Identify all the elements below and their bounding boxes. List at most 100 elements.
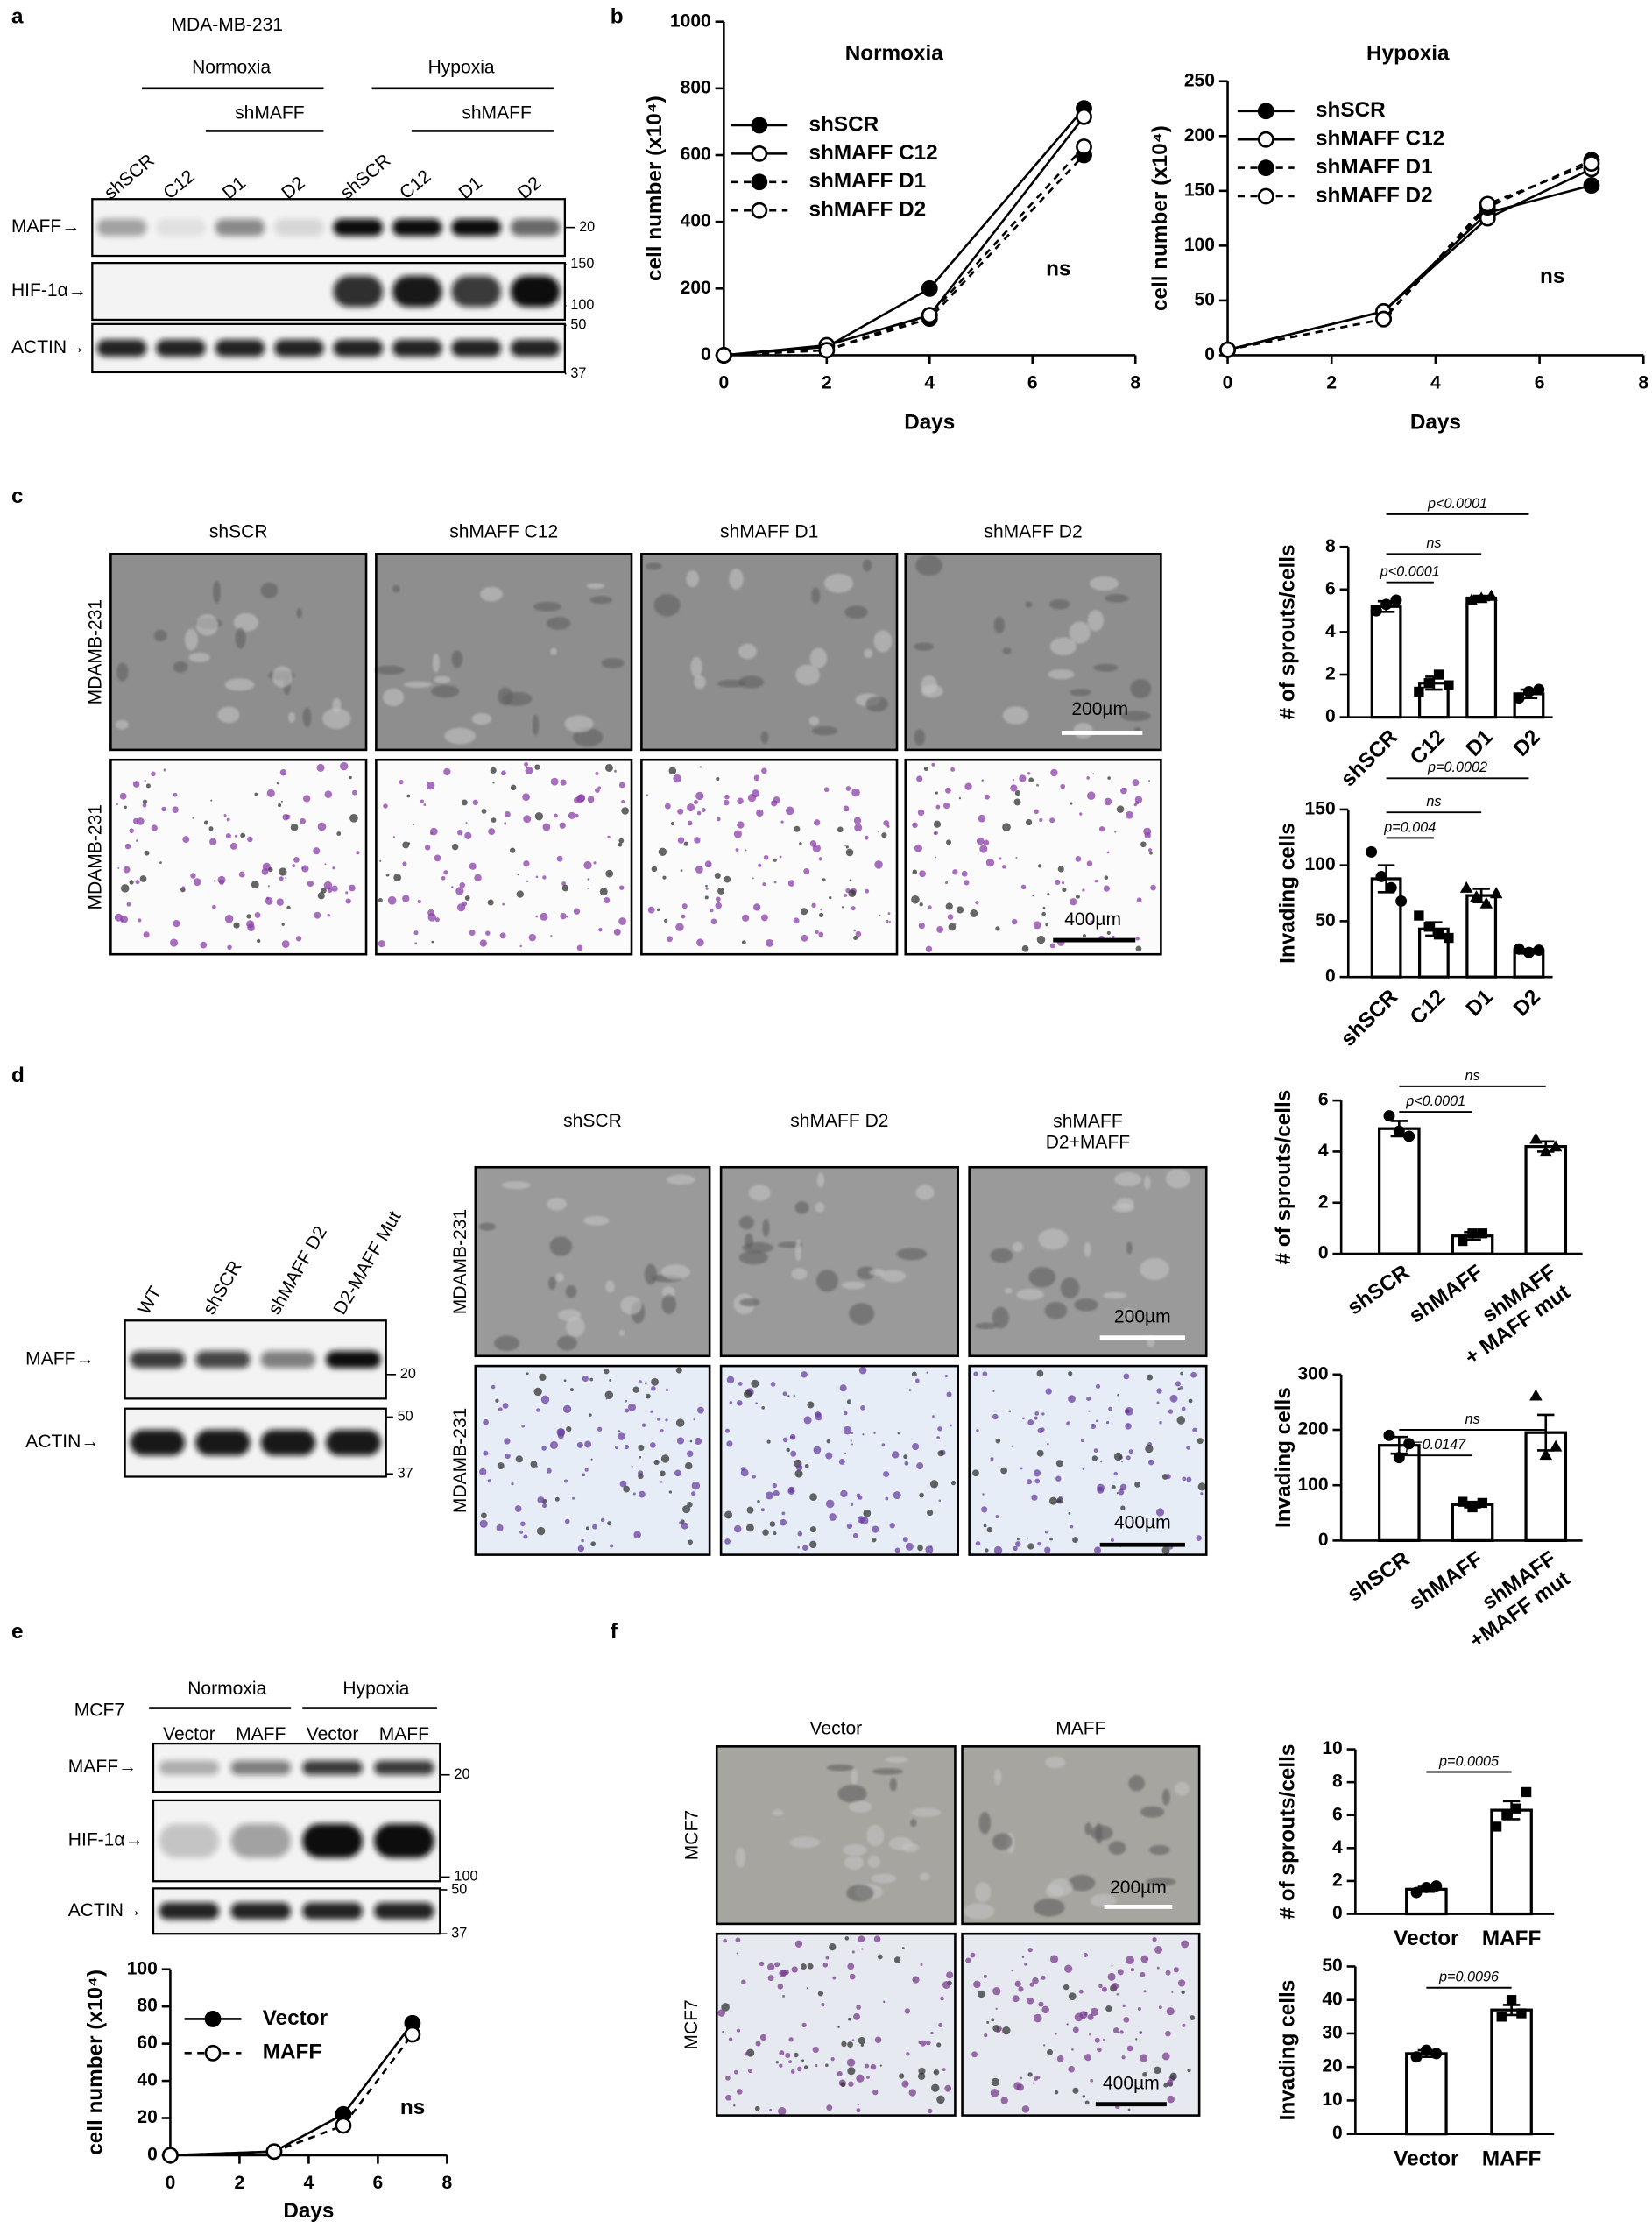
stained-cell bbox=[936, 926, 944, 933]
panel-label: b bbox=[611, 4, 624, 28]
cell-shape bbox=[451, 650, 462, 668]
data-point bbox=[1385, 881, 1397, 894]
micrograph bbox=[640, 553, 899, 752]
cell-shape bbox=[646, 562, 662, 570]
stained-cell bbox=[733, 2069, 738, 2075]
stained-cell bbox=[1050, 768, 1058, 777]
stained-cell bbox=[1169, 1394, 1178, 1403]
stained-cell bbox=[660, 1454, 670, 1463]
stained-cell bbox=[679, 1521, 682, 1524]
stained-cell bbox=[1112, 2027, 1120, 2034]
stained-cell bbox=[572, 1496, 575, 1500]
stained-cell bbox=[908, 2089, 916, 2097]
data-point bbox=[1539, 1145, 1553, 1157]
chart-title: Normoxia bbox=[845, 41, 944, 65]
stained-cell bbox=[1011, 1970, 1013, 1972]
blot-band bbox=[392, 275, 442, 308]
y-tick-label: 40 bbox=[137, 2070, 157, 2090]
cell-shape bbox=[760, 731, 769, 744]
stained-cell bbox=[434, 917, 440, 923]
cell-shape bbox=[738, 1215, 754, 1230]
stained-cell bbox=[950, 1480, 957, 1486]
cell-shape bbox=[296, 608, 302, 619]
stained-cell bbox=[1021, 2105, 1030, 2113]
stained-cell bbox=[225, 832, 231, 839]
stained-cell bbox=[1190, 1371, 1197, 1378]
cell-shape bbox=[478, 1222, 496, 1231]
stained-cell bbox=[159, 861, 162, 864]
stained-cell bbox=[488, 828, 496, 836]
y-tick-label: 0 bbox=[1325, 966, 1336, 987]
stained-cell bbox=[840, 2082, 846, 2088]
stained-cell bbox=[928, 905, 932, 909]
stained-cell bbox=[976, 837, 985, 845]
stained-cell bbox=[345, 891, 349, 895]
stained-cell bbox=[1087, 2013, 1094, 2020]
y-tick-label: 8 bbox=[1332, 1772, 1343, 1792]
micrograph-frame bbox=[715, 1745, 957, 1926]
stained-cell bbox=[677, 808, 684, 815]
blot-band bbox=[374, 1902, 434, 1920]
stained-cell bbox=[1161, 1546, 1170, 1554]
stained-cell bbox=[1097, 1483, 1105, 1492]
subgroup-label: shMAFF bbox=[235, 103, 305, 124]
cell-shape bbox=[915, 1185, 935, 1200]
image-column-title: Vector bbox=[810, 1718, 863, 1738]
stained-cell bbox=[1070, 898, 1077, 906]
stained-cell bbox=[516, 890, 524, 898]
stained-cell bbox=[1100, 1461, 1103, 1463]
size-marker: 37 bbox=[451, 1925, 467, 1941]
data-point bbox=[1403, 1438, 1415, 1450]
stained-cell bbox=[912, 869, 918, 875]
stained-cell bbox=[511, 1482, 514, 1486]
stained-cell bbox=[993, 1545, 1003, 1555]
stained-cell bbox=[1011, 918, 1018, 925]
stained-cell bbox=[897, 1431, 900, 1435]
stained-cell bbox=[383, 803, 388, 809]
legend-label: shMAFF D2 bbox=[809, 198, 927, 222]
stained-cell bbox=[1047, 2048, 1053, 2055]
stained-cell bbox=[793, 917, 800, 924]
cell-shape bbox=[115, 719, 129, 730]
stained-cell bbox=[729, 1401, 733, 1404]
data-point bbox=[1522, 946, 1535, 958]
stained-cell bbox=[844, 1411, 848, 1416]
stained-cell bbox=[767, 1963, 775, 1971]
stained-cell bbox=[1140, 1955, 1149, 1963]
stained-cell bbox=[247, 836, 253, 843]
stained-cell bbox=[705, 887, 709, 890]
stained-cell bbox=[1044, 1530, 1048, 1534]
cell-shape bbox=[880, 1270, 907, 1283]
stained-cell bbox=[925, 945, 933, 952]
stained-cell bbox=[1132, 779, 1140, 787]
stained-cell bbox=[844, 1452, 847, 1454]
stained-cell bbox=[985, 794, 990, 800]
stained-cell bbox=[1107, 1972, 1116, 1981]
cell-shape bbox=[555, 1272, 564, 1282]
stained-cell bbox=[479, 1468, 487, 1476]
stained-cell bbox=[766, 938, 774, 947]
stained-cell bbox=[944, 787, 951, 794]
stained-cell bbox=[542, 823, 551, 831]
cell-shape bbox=[872, 1768, 904, 1775]
stained-cell bbox=[279, 876, 284, 881]
size-marker: 20 bbox=[579, 219, 595, 235]
stained-cell bbox=[502, 902, 505, 906]
cell-shape bbox=[1140, 1806, 1165, 1818]
stained-cell bbox=[208, 826, 214, 831]
stained-cell bbox=[665, 1418, 668, 1422]
stained-cell bbox=[378, 940, 385, 948]
cell-shape bbox=[601, 658, 625, 668]
blot-title: MDA-MB-231 bbox=[172, 15, 283, 35]
stained-cell bbox=[929, 1480, 939, 1489]
x-tick-label: Vector bbox=[1394, 1927, 1459, 1950]
stained-cell bbox=[459, 881, 466, 888]
stained-cell bbox=[1015, 856, 1018, 859]
data-point bbox=[1458, 1496, 1468, 1507]
stained-cell bbox=[1062, 881, 1065, 885]
cell-shape bbox=[686, 570, 699, 588]
stained-cell bbox=[132, 817, 139, 824]
stained-cell bbox=[837, 2026, 840, 2028]
cell-shape bbox=[867, 1855, 880, 1869]
y-tick-label: 600 bbox=[681, 145, 711, 165]
